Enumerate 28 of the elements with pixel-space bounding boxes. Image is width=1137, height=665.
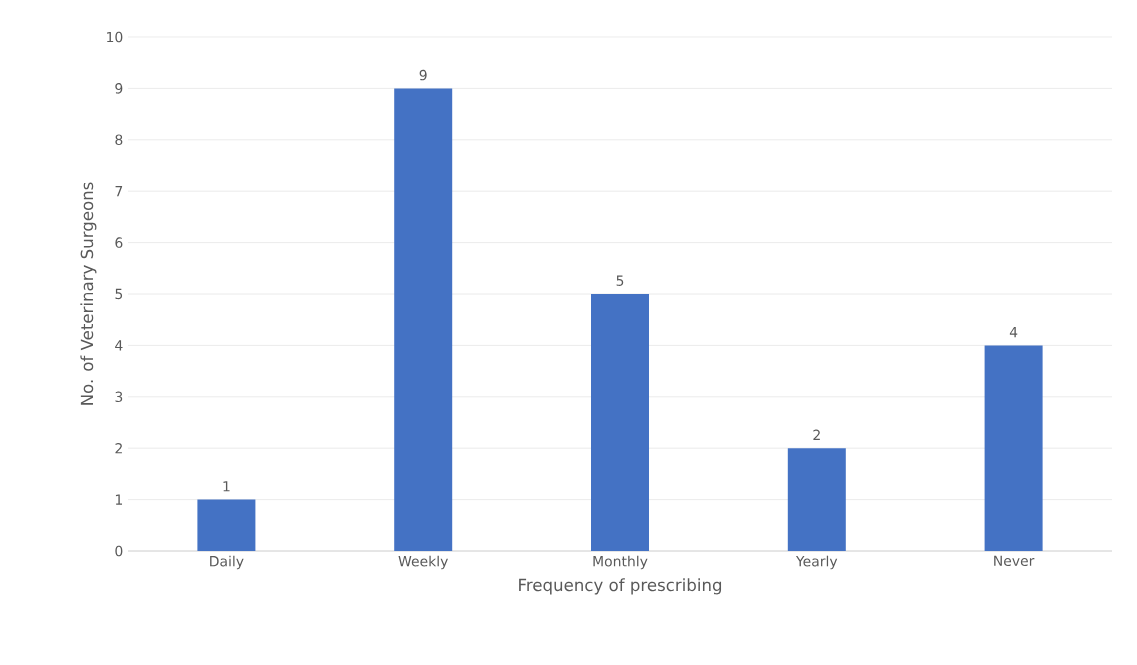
y-tick-label: 8: [115, 134, 123, 146]
data-label: 4: [1009, 327, 1018, 338]
y-tick-label: 5: [115, 288, 123, 300]
bar: [197, 499, 256, 551]
y-tick-label: 0: [115, 545, 123, 557]
data-label: 9: [419, 69, 427, 81]
y-tick-label: 10: [107, 31, 123, 43]
x-axis-title: Frequency of prescribing: [519, 578, 722, 595]
x-tick-label: Never: [994, 555, 1035, 567]
bar: [591, 294, 649, 551]
data-label: 5: [616, 275, 624, 286]
y-tick-label: 4: [115, 340, 123, 351]
x-tick-label: Weekly: [398, 555, 448, 570]
bar: [394, 88, 453, 551]
bar: [984, 345, 1043, 551]
y-tick-label: 9: [115, 83, 123, 94]
x-tick-label: Daily: [210, 555, 244, 570]
y-tick-label: 6: [115, 237, 123, 248]
y-tick-label: 7: [115, 186, 123, 197]
data-label: 2: [813, 429, 820, 440]
y-tick-label: 1: [115, 494, 123, 505]
data-label: 1: [223, 481, 230, 492]
bar: [787, 448, 846, 551]
x-tick-label: Monthly: [593, 555, 648, 570]
y-axis-title: No. of Veterinary Surgeons: [80, 182, 97, 405]
x-tick-label: Yearly: [795, 555, 838, 570]
y-tick-label: 3: [115, 391, 123, 403]
y-tick-label: 2: [115, 443, 122, 454]
